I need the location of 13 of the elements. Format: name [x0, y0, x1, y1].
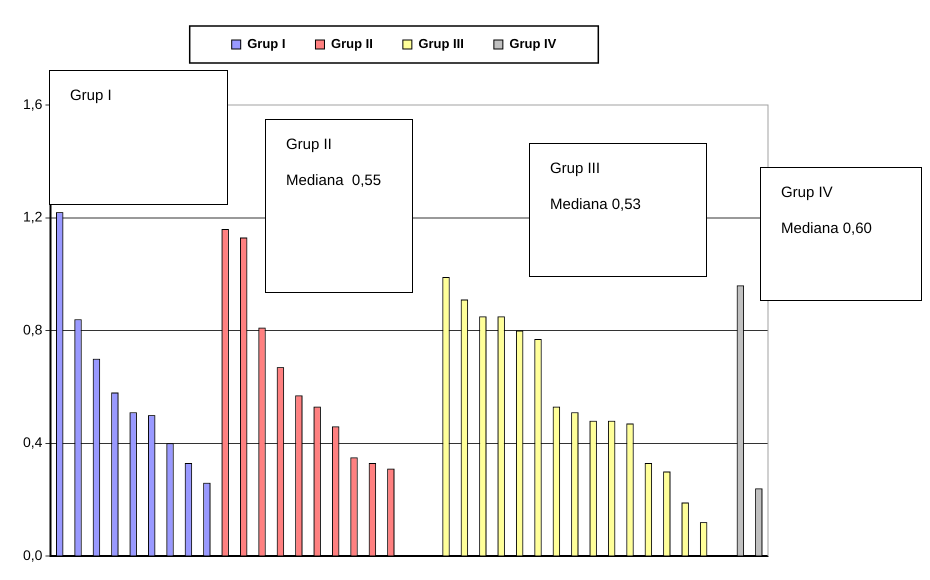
legend-label: Grup II [330, 36, 373, 52]
legend-label: Grup IV [509, 36, 557, 52]
note-box: Grup IV Mediana 0,60 [760, 167, 922, 301]
note-box: Grup II Mediana 0,55 [265, 119, 413, 293]
y-tick-label: 1,6 [22, 96, 43, 112]
y-tick-label: 0,0 [22, 546, 43, 563]
y-tick-label: 0,4 [22, 434, 43, 450]
note-box: Grup III Mediana 0,53 [529, 143, 707, 277]
legend-label: Grup III [418, 36, 464, 52]
y-tick-label: 1,2 [22, 208, 43, 225]
note-box: Grup I [49, 70, 228, 205]
y-tick-label: 0,8 [22, 321, 43, 338]
legend-label: Grup I [247, 36, 286, 52]
